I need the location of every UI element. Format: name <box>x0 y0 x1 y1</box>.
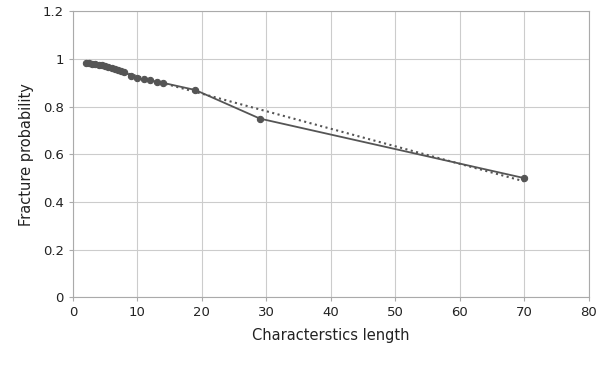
Linear (Series1) <box>441 158 449 162</box>
Series1 <box>134 76 141 80</box>
Series1 <box>95 63 102 67</box>
Series1 <box>153 79 160 84</box>
Series1 <box>108 66 115 70</box>
Linear (Series1) <box>521 179 528 184</box>
X-axis label: Characterstics length: Characterstics length <box>252 328 410 343</box>
Linear (Series1) <box>510 176 517 181</box>
Line: Linear (Series1): Linear (Series1) <box>86 62 524 181</box>
Series1 <box>89 61 96 66</box>
Series1 <box>86 61 93 66</box>
Legend: Series1, Linear (Series1): Series1, Linear (Series1) <box>199 376 463 381</box>
Series1 <box>127 74 135 78</box>
Linear (Series1) <box>82 60 89 64</box>
Series1 <box>521 176 528 181</box>
Series1 <box>192 88 199 92</box>
Series1 <box>92 62 99 67</box>
Series1 <box>101 64 109 69</box>
Series1 <box>82 60 89 65</box>
Line: Series1: Series1 <box>83 59 527 181</box>
Series1 <box>121 70 128 74</box>
Series1 <box>118 69 125 73</box>
Series1 <box>140 77 148 82</box>
Y-axis label: Fracture probability: Fracture probability <box>19 83 35 226</box>
Linear (Series1) <box>319 124 327 129</box>
Linear (Series1) <box>293 117 300 122</box>
Series1 <box>104 65 112 69</box>
Series1 <box>147 78 154 83</box>
Series1 <box>114 67 121 72</box>
Series1 <box>256 116 263 121</box>
Linear (Series1) <box>290 117 297 121</box>
Series1 <box>98 63 106 68</box>
Linear (Series1) <box>343 131 350 135</box>
Series1 <box>160 81 167 85</box>
Series1 <box>111 66 118 71</box>
